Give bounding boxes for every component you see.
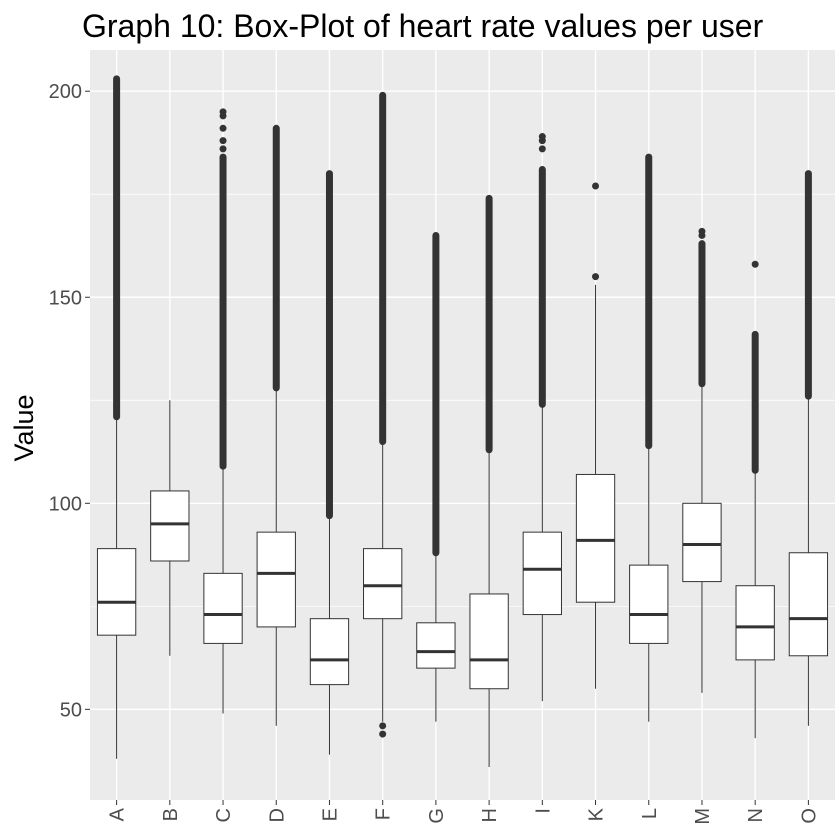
x-tick-label: H: [479, 808, 501, 822]
box-body: [522, 531, 562, 616]
y-tick-label: 50: [60, 699, 82, 721]
outlier-point: [538, 133, 546, 141]
outlier-cluster: [804, 170, 812, 400]
box-body: [575, 473, 616, 603]
box-body: [629, 564, 669, 644]
box-body: [788, 552, 829, 657]
x-tick-label: I: [532, 808, 554, 814]
x-tick-label: M: [692, 808, 714, 825]
y-tick-label: 150: [49, 287, 82, 309]
outlier-cluster: [379, 91, 387, 445]
box-body: [203, 572, 243, 644]
x-tick-label: A: [107, 807, 129, 821]
box-body: [682, 502, 722, 583]
outlier-point: [538, 145, 546, 153]
box-D: [256, 124, 296, 726]
box-body: [416, 622, 456, 669]
box-I: [522, 133, 562, 702]
outlier-cluster: [325, 170, 333, 520]
outlier-point: [379, 730, 387, 738]
outlier-point: [219, 145, 227, 153]
x-tick-label: F: [373, 808, 395, 820]
y-tick-label: 200: [49, 81, 82, 103]
x-tick-label: B: [160, 808, 182, 821]
box-K: [575, 182, 616, 689]
x-tick-label: G: [426, 808, 448, 824]
outlier-point: [592, 273, 600, 281]
chart-title: Graph 10: Box-Plot of heart rate values …: [82, 8, 764, 44]
box-body: [256, 531, 296, 628]
x-tick-label: O: [798, 808, 820, 824]
outlier-cluster: [645, 153, 653, 450]
box-M: [682, 227, 722, 693]
outlier-point: [219, 108, 227, 116]
outlier-point: [219, 137, 227, 145]
box-C: [203, 108, 243, 714]
box-body: [363, 548, 403, 620]
box-E: [309, 170, 350, 755]
outlier-cluster: [751, 330, 759, 474]
x-tick-label: L: [639, 808, 661, 819]
box-plots: [96, 75, 829, 768]
box-G: [416, 231, 456, 722]
x-tick-label: N: [745, 808, 767, 822]
box-body: [735, 585, 775, 661]
box-body: [309, 618, 350, 686]
outlier-point: [592, 182, 600, 190]
outlier-cluster: [538, 166, 546, 408]
y-axis-label: Value: [9, 394, 39, 461]
box-L: [629, 153, 669, 722]
y-tick-label: 100: [49, 493, 82, 515]
box-A: [96, 75, 137, 759]
panel-background: [90, 50, 835, 800]
box-O: [788, 170, 829, 726]
axes: 50 100 150 200 A B C D E F G H I K L M N O: [49, 81, 821, 824]
outlier-cluster: [432, 231, 440, 557]
outlier-cluster: [698, 240, 706, 388]
box-body: [150, 490, 190, 562]
x-tick-label: D: [266, 808, 288, 822]
box-body: [96, 548, 137, 636]
outlier-point: [219, 124, 227, 132]
box-body: [469, 593, 509, 690]
box-N: [735, 260, 775, 739]
x-tick-label: E: [319, 808, 341, 821]
x-tick-label: K: [586, 807, 608, 821]
box-F: [363, 91, 403, 738]
outlier-cluster: [485, 194, 493, 454]
outlier-cluster: [113, 75, 121, 421]
outlier-point: [379, 722, 387, 730]
outlier-point: [751, 260, 759, 268]
box-B: [150, 400, 190, 656]
box-H: [469, 194, 509, 768]
outlier-cluster: [219, 153, 227, 470]
x-tick-label: C: [213, 808, 235, 822]
outlier-point: [698, 227, 706, 235]
outlier-cluster: [272, 124, 280, 392]
